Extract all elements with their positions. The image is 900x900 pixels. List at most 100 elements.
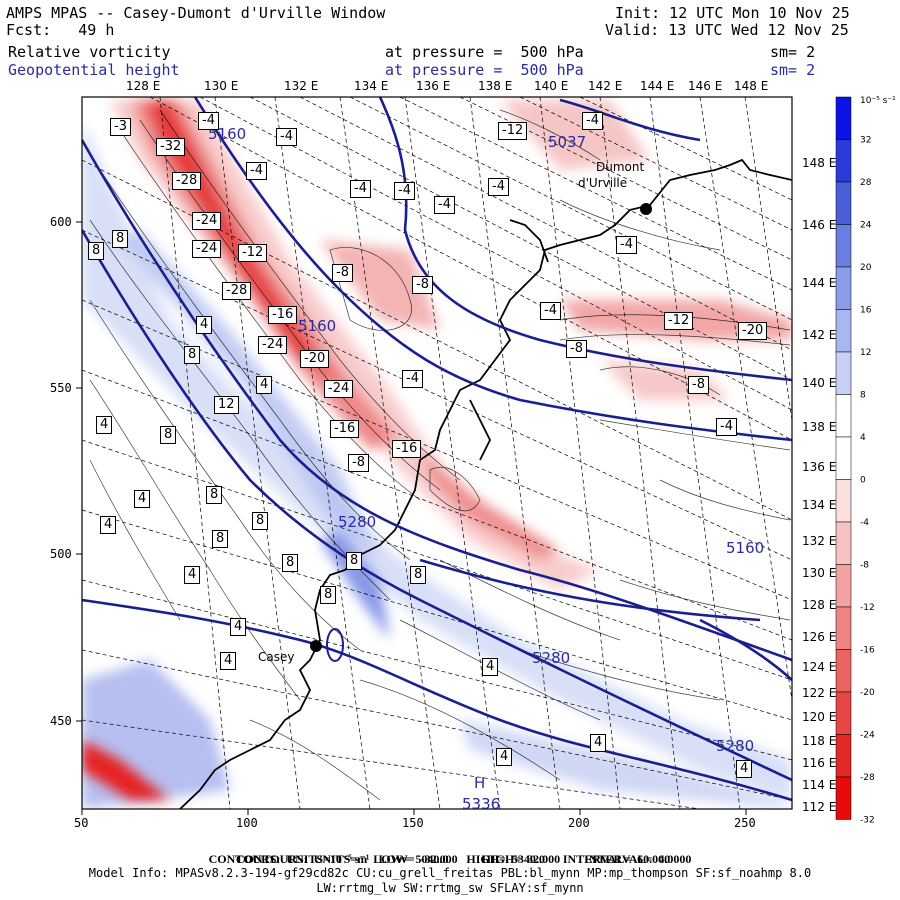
vorticity-label: -16 xyxy=(330,420,360,438)
casey-station-marker xyxy=(310,640,322,652)
footer-model-info-2: LW:rrtmg_lw SW:rrtmg_sw SFLAY:sf_mynn xyxy=(316,881,584,895)
vorticity-label: -16 xyxy=(268,306,298,324)
vorticity-label: -4 xyxy=(198,112,219,130)
x-tick-label: 150 xyxy=(402,816,424,830)
colorbar-label: 12 xyxy=(860,348,871,358)
longitude-label: 148 E xyxy=(734,79,769,93)
vorticity-label: -3 xyxy=(110,118,131,136)
longitude-label: 132 E xyxy=(802,534,837,548)
colorbar-label: 8 xyxy=(860,391,866,401)
vorticity-label: -8 xyxy=(688,376,709,394)
height-label: 5280 xyxy=(716,737,755,755)
longitude-label: 138 E xyxy=(802,420,837,434)
vorticity-label: 4 xyxy=(100,516,117,534)
y-tick-label: 550 xyxy=(50,381,72,395)
longitude-label: 136 E xyxy=(416,79,451,93)
vorticity-label: 8 xyxy=(184,346,201,364)
longitude-label: 140 E xyxy=(802,376,837,390)
colorbar-label: -28 xyxy=(860,773,875,783)
longitude-label: 144 E xyxy=(802,276,837,290)
vorticity-label: -12 xyxy=(498,122,528,140)
field1-level: at pressure = 500 hPa xyxy=(385,43,584,61)
vorticity-label: 4 xyxy=(134,490,151,508)
forecast-hour: Fcst: 49 h xyxy=(6,21,115,39)
x-tick-label: 250 xyxy=(734,816,756,830)
x-tick-label: 100 xyxy=(236,816,258,830)
longitude-label: 148 E xyxy=(802,156,837,170)
dumont-durville-station-marker xyxy=(640,203,652,215)
vorticity-label: -28 xyxy=(222,282,252,300)
vorticity-label: -4 xyxy=(616,236,637,254)
vorticity-label: -4 xyxy=(540,302,561,320)
colorbar-segment xyxy=(835,351,852,395)
vorticity-label: 4 xyxy=(736,760,753,778)
colorbar-segment xyxy=(835,691,852,735)
colorbar-labels: 10⁻⁵ s⁻¹ 32 28 24 20 16 12 8 4 0 -4 -8 -12 -16 -20 -24 -… xyxy=(860,96,896,826)
high-center-label: H xyxy=(474,774,486,792)
height-label: 5280 xyxy=(338,513,377,531)
longitude-label: 134 E xyxy=(802,498,837,512)
longitude-label: 132 E xyxy=(284,79,319,93)
colorbar-segment xyxy=(835,394,852,438)
vorticity-label: 8 xyxy=(112,230,129,248)
footer-low: LOW= 5040.0 xyxy=(373,852,449,866)
longitude-label: 114 E xyxy=(802,778,837,792)
x-tick-label: 50 xyxy=(74,816,89,830)
field2-name: Geopotential height xyxy=(8,61,180,79)
height-label: 5336 xyxy=(462,795,501,813)
vorticity-label: -4 xyxy=(394,182,415,200)
colorbar-unit: 10⁻⁵ s⁻¹ xyxy=(860,96,896,106)
vorticity-label: 8 xyxy=(88,242,105,260)
footer-high: HIGH= 5340.0 xyxy=(466,852,545,866)
vorticity-label: 4 xyxy=(96,416,113,434)
colorbar-label: 24 xyxy=(860,221,872,231)
vorticity-label: -20 xyxy=(738,322,768,340)
vorticity-label: 12 xyxy=(214,396,239,414)
colorbar-segment xyxy=(835,224,852,268)
place-casey: Casey xyxy=(258,650,295,664)
colorbar-label: -16 xyxy=(860,646,875,656)
field1-name: Relative vorticity xyxy=(8,43,171,61)
longitude-label: 140 E xyxy=(534,79,569,93)
vorticity-label: -24 xyxy=(258,336,288,354)
colorbar-label: -4 xyxy=(860,518,869,528)
field2-smooth: sm= 2 xyxy=(770,61,816,79)
colorbar-segment xyxy=(835,734,852,778)
vorticity-label: -8 xyxy=(412,276,433,294)
longitude-label: 130 E xyxy=(204,79,239,93)
latlon-grid xyxy=(82,97,792,809)
plot-frame xyxy=(81,96,793,810)
longitude-label: 146 E xyxy=(688,79,723,93)
place-durville: d'Urville xyxy=(578,176,628,190)
axis-tick-marks xyxy=(76,221,747,815)
vorticity-label: 4 xyxy=(496,748,513,766)
colorbar-label: 4 xyxy=(860,433,866,443)
vorticity-label: -4 xyxy=(402,370,423,388)
vorticity-label: 8 xyxy=(160,426,177,444)
colorbar-segment xyxy=(835,139,852,183)
height-label: 5280 xyxy=(532,649,571,667)
vorticity-label: -4 xyxy=(246,162,267,180)
vorticity-label: -24 xyxy=(324,380,354,398)
longitude-label: 136 E xyxy=(802,460,837,474)
footer-height-contour-info: CONTOURS: UNITS=m LOW= 5040.0 HIGH= 5340… xyxy=(0,838,900,866)
colorbar-label: 28 xyxy=(860,178,872,188)
height-closed-contour xyxy=(326,628,344,662)
vorticity-label: 8 xyxy=(206,486,223,504)
vorticity-label: 4 xyxy=(256,376,273,394)
longitude-label: 138 E xyxy=(478,79,513,93)
vorticity-label: -12 xyxy=(238,244,268,262)
vorticity-label: 4 xyxy=(196,316,213,334)
init-time: Init: 12 UTC Mon 10 Nov 25 xyxy=(615,4,850,22)
footer-model-info: Model Info: MPASv8.2.3-194-gf29cd82c CU:… xyxy=(88,866,812,880)
colorbar-label: -8 xyxy=(860,561,869,571)
vorticity-label: 8 xyxy=(410,566,427,584)
vorticity-label: -4 xyxy=(434,196,455,214)
height-label: 5160 xyxy=(726,539,765,557)
vorticity-label: 4 xyxy=(230,618,247,636)
colorbar-segment xyxy=(835,96,852,140)
footer-units: UNITS=m xyxy=(313,852,368,866)
vorticity-label: 4 xyxy=(184,566,201,584)
vorticity-label: 8 xyxy=(212,530,229,548)
longitude-label: 142 E xyxy=(802,328,837,342)
